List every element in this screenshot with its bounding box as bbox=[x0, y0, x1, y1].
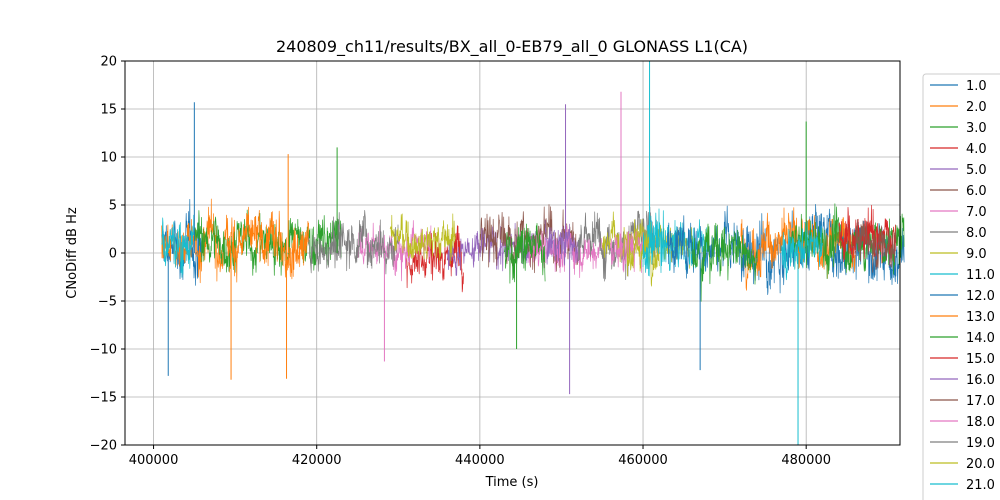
legend-item: 8.0 bbox=[930, 226, 987, 241]
legend: 1.0 2.0 3.0 4.0 5.0 6.0 7.0 8.0 9.0 11.0 12.0 13.0 1… bbox=[922, 73, 1000, 500]
legend-item: 21.0 bbox=[930, 478, 995, 493]
legend-label: 1.0 bbox=[966, 79, 987, 94]
legend-label: 4.0 bbox=[966, 142, 987, 157]
chart-title: 240809_ch11/results/BX_all_0-EB79_all_0 … bbox=[276, 37, 748, 57]
legend-label: 14.0 bbox=[966, 331, 995, 346]
legend-item: 5.0 bbox=[930, 163, 987, 178]
y-axis-ticks: −20 −15 −10 −5 0 5 10 15 20 bbox=[90, 55, 125, 454]
legend-item: 16.0 bbox=[930, 373, 995, 388]
legend-label: 7.0 bbox=[966, 205, 987, 220]
x-tick-label: 420000 bbox=[292, 453, 342, 468]
series-line-16.0 bbox=[544, 219, 579, 266]
legend-item: 6.0 bbox=[930, 184, 987, 199]
y-tick-label: −20 bbox=[90, 439, 117, 454]
legend-item: 9.0 bbox=[930, 247, 987, 262]
legend-label: 20.0 bbox=[966, 457, 995, 472]
legend-item: 4.0 bbox=[930, 142, 987, 157]
series-line-5.0 bbox=[446, 222, 538, 276]
legend-item: 7.0 bbox=[930, 205, 987, 220]
x-tick-label: 460000 bbox=[618, 453, 668, 468]
series-line-21.0 bbox=[642, 212, 660, 277]
x-tick-label: 400000 bbox=[129, 453, 179, 468]
legend-label: 8.0 bbox=[966, 226, 987, 241]
y-tick-label: 20 bbox=[100, 55, 117, 70]
spike-marks bbox=[167, 61, 807, 445]
legend-item: 20.0 bbox=[930, 457, 995, 472]
y-axis-label: CNoDiff dB Hz bbox=[65, 207, 80, 299]
y-tick-label: −15 bbox=[90, 391, 117, 406]
y-tick-label: 15 bbox=[100, 103, 117, 118]
legend-item: 11.0 bbox=[930, 268, 995, 283]
legend-item: 1.0 bbox=[930, 79, 987, 94]
legend-label: 3.0 bbox=[966, 121, 987, 136]
legend-label: 11.0 bbox=[966, 268, 995, 283]
legend-label: 9.0 bbox=[966, 247, 987, 262]
series-line-14.0 bbox=[503, 222, 758, 302]
legend-label: 5.0 bbox=[966, 163, 987, 178]
legend-item: 2.0 bbox=[930, 100, 987, 115]
y-tick-label: −5 bbox=[98, 295, 117, 310]
legend-item: 14.0 bbox=[930, 331, 995, 346]
x-axis-label: Time (s) bbox=[485, 475, 539, 490]
legend-label: 2.0 bbox=[966, 100, 987, 115]
legend-item: 18.0 bbox=[930, 415, 995, 430]
legend-label: 13.0 bbox=[966, 310, 995, 325]
legend-item: 19.0 bbox=[930, 436, 995, 451]
series-line-19.0 bbox=[308, 230, 342, 274]
legend-item: 17.0 bbox=[930, 394, 995, 409]
x-axis-ticks: 400000 420000 440000 460000 480000 bbox=[129, 445, 831, 468]
legend-label: 15.0 bbox=[966, 352, 995, 367]
legend-item: 13.0 bbox=[930, 310, 995, 325]
y-tick-label: 0 bbox=[109, 247, 117, 262]
legend-label: 17.0 bbox=[966, 394, 995, 409]
x-tick-label: 480000 bbox=[781, 453, 831, 468]
series-lines bbox=[161, 198, 905, 302]
legend-label: 18.0 bbox=[966, 415, 995, 430]
legend-label: 21.0 bbox=[966, 478, 995, 493]
legend-frame bbox=[922, 73, 1000, 500]
legend-item: 15.0 bbox=[930, 352, 995, 367]
legend-label: 16.0 bbox=[966, 373, 995, 388]
legend-item: 12.0 bbox=[930, 289, 995, 304]
y-tick-label: −10 bbox=[90, 343, 117, 358]
series-line-4.0 bbox=[406, 225, 464, 293]
y-tick-label: 5 bbox=[109, 199, 117, 214]
legend-item: 3.0 bbox=[930, 121, 987, 136]
series-line-15.0 bbox=[838, 204, 897, 267]
y-tick-label: 10 bbox=[100, 151, 117, 166]
legend-label: 19.0 bbox=[966, 436, 995, 451]
series-line-13.0 bbox=[226, 206, 309, 283]
legend-label: 12.0 bbox=[966, 289, 995, 304]
legend-label: 6.0 bbox=[966, 184, 987, 199]
series-line-17.0 bbox=[854, 219, 897, 273]
x-tick-label: 440000 bbox=[455, 453, 505, 468]
